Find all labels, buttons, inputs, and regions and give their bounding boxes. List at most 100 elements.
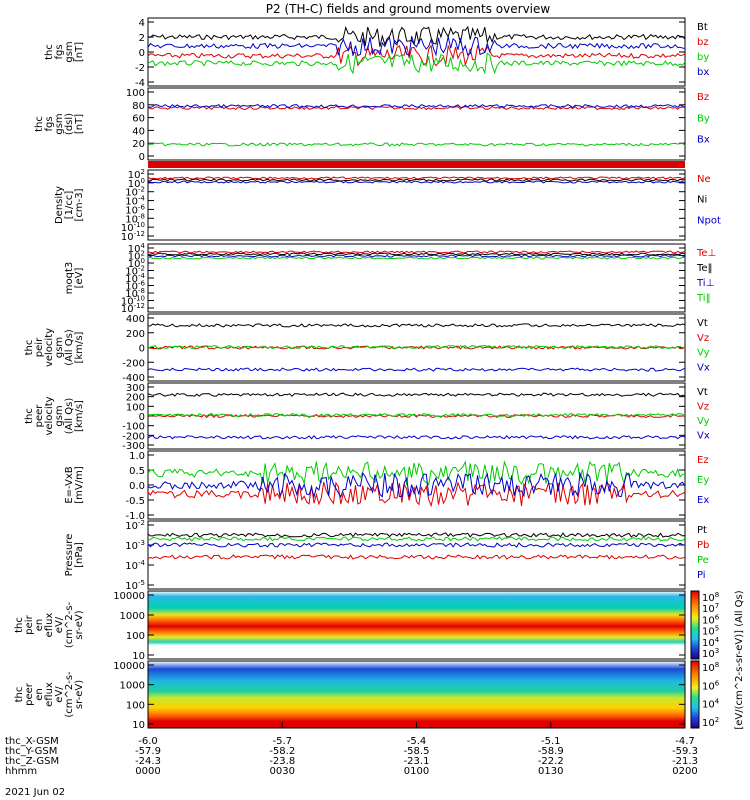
legend: Vt Vz Vy Vx [697, 318, 710, 373]
legend-Vx: Vx [697, 362, 710, 373]
y-tick-label: 400 [126, 314, 145, 325]
legend-By: By [697, 113, 710, 124]
series-line-Te‖ [147, 252, 686, 256]
figure-title: P2 (TH-C) fields and ground moments over… [266, 2, 551, 16]
y-axis-label: thcpeirenefluxeV/(cm^2-s-sr-eV) [14, 601, 85, 648]
y-axis-label: Density[1/cc][cm-3] [54, 186, 85, 224]
y-axis-label: Pressure[nPa] [64, 534, 85, 577]
y-tick-label: 10 [132, 720, 145, 731]
y-tick-label: 60 [132, 114, 145, 125]
legend-Ey: Ey [697, 475, 709, 486]
colorbar-label: [eV/(cm^2-s-sr-eV)] (All Qs) [734, 590, 745, 729]
x-tick-label: 0000 [135, 766, 160, 777]
panel-5: 400 200 0 -200 -400 thcpeirvelocitygsm(All Qs… [24, 313, 710, 384]
x-tick-label: 0200 [672, 766, 697, 777]
x-tick-label: -23.8 [269, 756, 295, 767]
y-tick-label: 10 [132, 651, 145, 662]
y-tick-label: -4 [135, 78, 145, 89]
colorbar-tick-label: 108 [702, 661, 719, 674]
y-tick-label: 100 [126, 88, 145, 99]
x-tick-label: -58.2 [269, 746, 295, 757]
colorbar-tick-label: 104 [702, 698, 720, 711]
legend-Bx: Bx [697, 135, 710, 146]
y-tick-label: 0 [139, 412, 145, 423]
y-tick-label: 0 [139, 152, 145, 163]
panel-frame [147, 520, 686, 590]
series-line-Pi [147, 542, 686, 548]
legend: Pt Pb Pe Pi [697, 525, 709, 581]
y-axis-label: thcpeerenefluxeV/(cm^2-s-sr-eV) [14, 671, 85, 718]
y-tick-label: -300 [122, 441, 145, 452]
y-tick-label: 100 [126, 402, 145, 413]
x-tick-label: -5.4 [407, 736, 427, 747]
legend-Vz: Vz [697, 333, 709, 344]
panel-frame [147, 590, 686, 660]
legend-bx: bx [697, 67, 709, 78]
y-tick-label: 10-4 [125, 559, 145, 572]
x-tick-label: -6.0 [138, 736, 158, 747]
x-tick-label: -59.3 [672, 746, 698, 757]
x-axis-group: thc_X-GSM -6.0 -5.7 -5.4 -5.1 -4.7 thc_Y-GSM -5… [5, 722, 698, 777]
series-line-Vy [147, 412, 686, 418]
legend: Ez Ey Ex [697, 455, 709, 506]
spectrogram [148, 591, 685, 659]
y-tick-label: 0.0 [129, 481, 145, 492]
y-tick-label: 200 [126, 393, 145, 404]
y-tick-label: 10000 [113, 591, 145, 602]
legend-Ti‖: Ti‖ [696, 293, 711, 304]
series-line-Pe [147, 536, 686, 542]
legend-Ni: Ni [697, 195, 707, 206]
y-tick-label: 0 [139, 48, 145, 59]
x-tick-label: -4.7 [675, 736, 695, 747]
y-tick-label: 100 [126, 631, 145, 642]
panels-group: 420-2-4thcfgsgsm[nT]Btbzbybx100806040200… [14, 17, 721, 731]
x-tick-label: -5.7 [272, 736, 292, 747]
legend-Vz: Vz [697, 402, 709, 413]
x-row-label: thc_X-GSM [5, 736, 59, 747]
series-line-Pt [147, 532, 686, 538]
panel-3: 10210010-210-410-610-810-1010-12Density[… [54, 168, 721, 243]
series-line-Npot [147, 180, 686, 184]
x-tick-label: -23.1 [404, 756, 430, 767]
series-line-Ex [147, 471, 686, 499]
legend-Pi: Pi [697, 570, 706, 581]
y-tick-label: 40 [132, 126, 145, 137]
series-line-Bx [147, 103, 686, 109]
spectrogram [148, 661, 685, 728]
legend-Te‖: Te‖ [696, 263, 713, 274]
series-line-Vx [147, 367, 686, 372]
x-tick-label: -22.2 [538, 756, 564, 767]
panel-9: 10000 1000 100 10 thcpeirenefluxeV/(cm^2-s-s… [14, 590, 686, 662]
legend-Vx: Vx [697, 431, 710, 442]
y-tick-label: 80 [132, 101, 145, 112]
legend-Ne: Ne [697, 174, 711, 185]
y-axis-label: thcpeervelocitygsm(All Qs)[km/s] [24, 396, 85, 435]
quality-flag-bar [148, 161, 685, 168]
x-tick-label: 0100 [404, 766, 429, 777]
series-line-bx [147, 36, 686, 57]
legend-Vt: Vt [697, 387, 708, 398]
legend: Vt Vz Vy Vx [697, 387, 710, 442]
x-row-label: hhmm [5, 766, 37, 777]
series-line-Ez [147, 481, 686, 508]
y-tick-label: 10-2 [125, 519, 145, 532]
y-tick-label: 300 [126, 383, 145, 394]
series-line-by [147, 52, 686, 75]
panel-4: 10410210010-210-410-610-810-1010-12moqt3… [64, 242, 716, 315]
y-axis-label: thcfgsgsm(dsl)[nT] [34, 113, 85, 135]
legend: Bt bz by bx [697, 22, 709, 78]
x-tick-label: -58.5 [404, 746, 430, 757]
y-tick-label: 1000 [120, 611, 145, 622]
panel-frame [147, 169, 686, 241]
series-line-Ey [147, 460, 686, 486]
series-line-Ne [147, 176, 686, 180]
series-line-Vy [147, 344, 686, 350]
series-line-Ti‖ [147, 256, 686, 260]
series-line-By [147, 142, 686, 147]
legend-by: by [697, 52, 709, 63]
legend-Npot: Npot [697, 215, 721, 226]
y-tick-label: -2 [135, 63, 145, 74]
legend-Bz: Bz [697, 92, 709, 103]
